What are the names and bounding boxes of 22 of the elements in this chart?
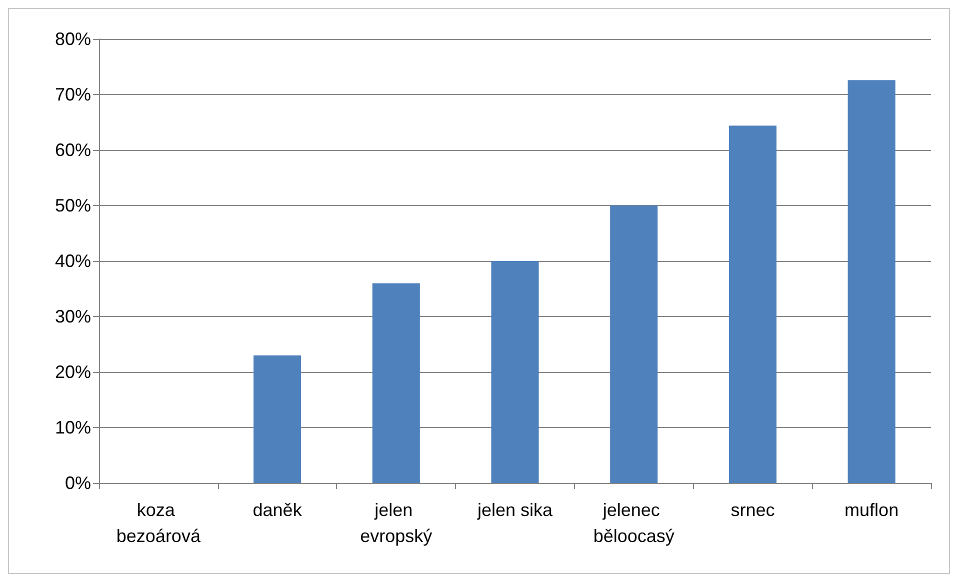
x-tick-label: koza bezoárová — [116, 500, 202, 546]
bar — [728, 126, 776, 483]
bar — [491, 261, 539, 483]
y-tick-label: 0% — [64, 473, 91, 493]
x-tick-label: muflon — [844, 500, 899, 520]
y-tick-label: 40% — [54, 251, 91, 271]
x-tick-label: jelenec běloocasý — [593, 500, 674, 546]
x-tick-label: daněk — [252, 500, 303, 520]
bar — [610, 206, 658, 483]
y-tick-label: 70% — [54, 84, 91, 104]
bar — [372, 283, 420, 483]
bar — [848, 80, 896, 483]
x-tick-label: srnec — [730, 500, 775, 520]
x-tick-label: jelen sika — [476, 500, 554, 520]
y-tick-label: 60% — [54, 140, 91, 160]
x-tick-label: jelen evropský — [360, 500, 432, 546]
y-tick-label: 10% — [54, 418, 91, 438]
bar — [254, 355, 302, 483]
y-tick-label: 20% — [54, 362, 91, 382]
y-tick-label: 80% — [54, 29, 91, 49]
y-tick-label: 30% — [54, 306, 91, 326]
y-tick-label: 50% — [54, 196, 91, 216]
